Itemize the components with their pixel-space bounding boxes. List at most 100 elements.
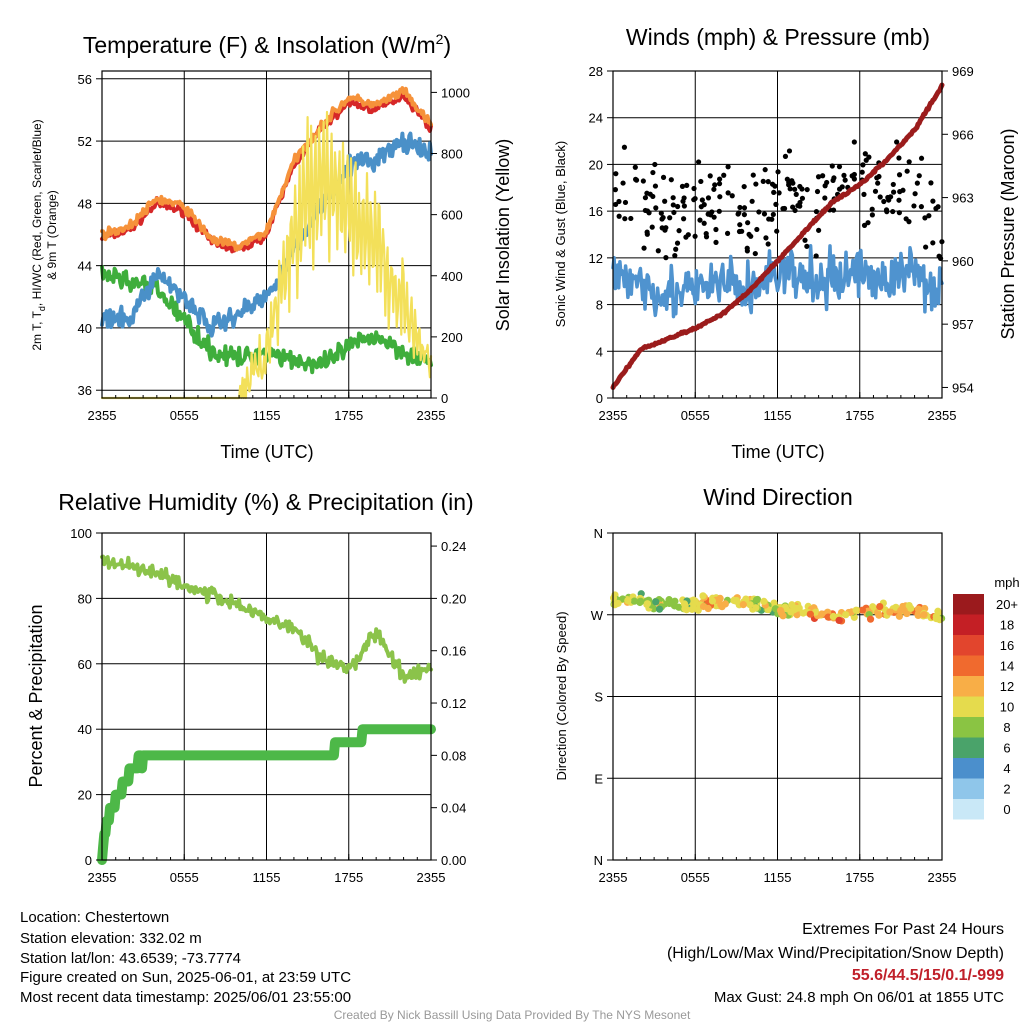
gust-point xyxy=(799,195,806,201)
winds-x-label: Time (UTC) xyxy=(731,442,824,462)
colorbar-title: mph xyxy=(994,575,1019,590)
gust-point xyxy=(662,198,668,204)
gust-point xyxy=(681,195,687,201)
gust-point xyxy=(885,194,891,201)
gust-point xyxy=(756,209,762,215)
direction-point xyxy=(776,606,785,615)
gust-point xyxy=(724,230,731,236)
gust-point xyxy=(741,211,747,218)
left-tick-label: 0 xyxy=(85,853,92,868)
series-relative-humidity xyxy=(100,554,433,684)
direction-point xyxy=(614,599,622,607)
right-tick-label: 963 xyxy=(952,191,974,206)
gust-point xyxy=(754,226,760,233)
gust-point xyxy=(923,244,929,250)
gust-point xyxy=(675,203,681,210)
gust-point xyxy=(725,164,731,170)
gust-point xyxy=(681,216,687,222)
direction-point xyxy=(787,608,795,616)
direction-panel: Wind Direction 2355 0555 1155 1755 2355 N E S W… xyxy=(554,484,1020,885)
gust-point xyxy=(703,234,710,240)
colorbar-label: 0 xyxy=(1003,802,1010,817)
winds-left-ticks: 0 4 8 12 16 20 24 28 xyxy=(589,64,613,406)
gust-point xyxy=(613,171,619,177)
gust-point xyxy=(671,209,677,216)
gust-point xyxy=(649,224,655,230)
gust-point xyxy=(884,209,890,215)
gust-point xyxy=(652,161,658,168)
right-tick-label: 0.00 xyxy=(441,853,466,868)
gust-point xyxy=(799,186,805,192)
gust-point xyxy=(813,208,820,215)
direction-title: Wind Direction xyxy=(703,484,853,510)
gust-point xyxy=(737,204,743,211)
direction-point xyxy=(739,601,747,609)
direction-point xyxy=(624,597,632,605)
direction-point xyxy=(732,597,740,605)
x-tick-label: 1755 xyxy=(334,408,363,423)
colorbar-label: 2 xyxy=(1003,782,1010,797)
gust-point xyxy=(792,207,798,214)
gust-point xyxy=(773,201,779,207)
gust-point xyxy=(851,171,857,178)
gust-point xyxy=(786,148,793,154)
left-tick-label: 80 xyxy=(78,591,92,606)
x-tick-label: 2355 xyxy=(599,408,628,423)
x-tick-label: 1755 xyxy=(845,870,874,885)
gust-point xyxy=(869,212,875,218)
right-tick-label: 400 xyxy=(441,269,463,284)
direction-point xyxy=(691,597,699,605)
gust-point xyxy=(681,203,687,209)
temperature-right-ticks: 0 200 400 600 800 1000 xyxy=(431,85,470,406)
left-tick-label: 20 xyxy=(589,157,603,172)
gust-point xyxy=(792,186,798,192)
left-tick-label: 12 xyxy=(589,251,603,266)
gust-point xyxy=(670,202,676,208)
gust-point xyxy=(911,203,917,209)
gust-point xyxy=(729,193,735,199)
humidity-left-label: Percent & Precipitation xyxy=(26,604,46,787)
gust-point xyxy=(877,194,883,200)
gust-point xyxy=(691,185,697,192)
gust-point xyxy=(744,248,750,254)
gust-point xyxy=(816,227,822,233)
colorbar-swatch xyxy=(953,676,984,697)
left-tick-label: 20 xyxy=(78,788,92,803)
humidity-title: Relative Humidity (%) & Precipitation (i… xyxy=(58,489,473,515)
gust-point xyxy=(736,228,743,235)
gust-point xyxy=(861,222,868,228)
direction-point xyxy=(914,605,923,613)
gust-point xyxy=(765,179,771,185)
colorbar-swatch xyxy=(953,655,984,676)
gust-point xyxy=(640,178,646,184)
gust-point xyxy=(851,139,857,145)
direction-point xyxy=(905,601,913,610)
humidity-right-ticks: 0.00 0.04 0.08 0.12 0.16 0.20 0.24 xyxy=(431,539,466,868)
left-tick-label: W xyxy=(591,608,604,623)
temperature-x-label: Time (UTC) xyxy=(220,442,313,462)
extremes-max-gust: Max Gust: 24.8 mph On 06/01 at 1855 UTC xyxy=(714,989,1004,1006)
x-tick-label: 1155 xyxy=(764,870,792,885)
gust-point xyxy=(712,182,718,188)
right-tick-label: 0.16 xyxy=(441,644,466,659)
direction-point xyxy=(760,597,768,605)
colorbar-label: 8 xyxy=(1003,720,1010,735)
x-tick-label: 0555 xyxy=(170,408,199,423)
direction-point xyxy=(643,600,652,608)
right-tick-label: 0.04 xyxy=(441,801,466,816)
direction-point xyxy=(699,592,707,600)
x-tick-label: 2355 xyxy=(599,870,628,885)
gust-point xyxy=(760,178,766,184)
gust-point xyxy=(705,195,712,201)
info-created: Figure created on Sun, 2025-06-01, at 23… xyxy=(20,969,351,986)
direction-point xyxy=(610,594,618,602)
right-tick-label: 800 xyxy=(441,147,463,162)
gust-point xyxy=(701,202,707,208)
gust-point xyxy=(865,220,871,226)
gust-point xyxy=(684,182,690,189)
direction-point xyxy=(752,596,761,604)
gust-point xyxy=(653,205,659,211)
gust-point xyxy=(698,178,704,185)
gust-point xyxy=(762,167,768,173)
gust-point xyxy=(906,219,912,225)
